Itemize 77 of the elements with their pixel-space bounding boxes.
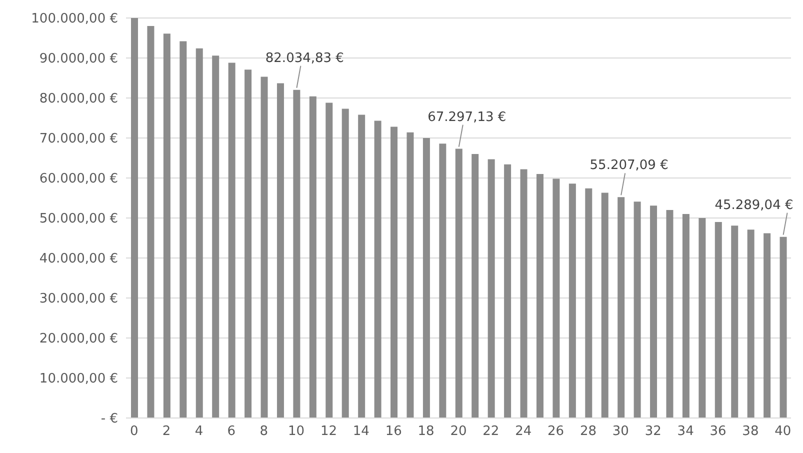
bar	[585, 188, 592, 418]
x-tick-label: 26	[548, 424, 564, 440]
bar	[731, 226, 738, 418]
bar	[666, 210, 674, 418]
y-tick-label: 50.000,00 €	[39, 212, 118, 227]
x-tick-label: 22	[482, 424, 500, 440]
y-tick-label: 10.000,00 €	[39, 372, 118, 387]
bar	[212, 56, 220, 418]
data-label: 82.034,83 €	[265, 50, 344, 66]
y-tick-label: 60.000,00 €	[39, 172, 118, 187]
y-tick-label: - €	[100, 412, 118, 427]
bar	[406, 132, 414, 418]
y-tick-label: 70.000,00 €	[39, 132, 118, 147]
bar	[682, 214, 690, 418]
x-tick-label: 6	[227, 424, 236, 440]
y-tick-label: 20.000,00 €	[39, 332, 118, 347]
bar	[342, 108, 349, 418]
x-tick-label: 32	[644, 424, 662, 440]
data-label: 45.289,04 €	[714, 198, 794, 213]
bar	[650, 206, 658, 418]
x-tick-label: 16	[385, 424, 402, 440]
bar	[293, 90, 300, 418]
bar	[374, 120, 382, 418]
x-tick-label: 36	[710, 424, 726, 440]
y-tick-label: 30.000,00 €	[39, 292, 118, 307]
x-tick-label: 14	[352, 424, 370, 440]
y-tick-label: 90.000,00 €	[39, 52, 118, 67]
bar	[390, 126, 398, 418]
bar	[568, 184, 576, 418]
x-tick-label: 38	[742, 424, 759, 440]
bar	[764, 233, 771, 418]
bar	[714, 222, 722, 418]
bar	[260, 76, 268, 418]
x-tick-label: 10	[288, 424, 305, 440]
bar	[747, 230, 754, 418]
bar	[131, 18, 138, 418]
x-tick-label: 8	[260, 424, 268, 440]
bar	[228, 62, 236, 418]
x-tick-label: 2	[162, 424, 171, 440]
bar	[780, 236, 787, 418]
y-tick-label: 100.000,00 €	[31, 12, 118, 27]
x-tick-label: 0	[130, 424, 138, 440]
bar	[147, 26, 154, 418]
data-label: 67.297,13 €	[428, 110, 506, 125]
bar	[618, 197, 625, 418]
x-tick-label: 12	[320, 424, 338, 440]
bar	[552, 178, 560, 418]
x-tick-label: 20	[450, 424, 467, 440]
bar	[455, 148, 462, 418]
y-tick-label: 40.000,00 €	[39, 252, 118, 267]
bar	[358, 114, 366, 418]
bar	[472, 154, 479, 418]
x-tick-label: 30	[612, 424, 629, 440]
bar	[326, 102, 333, 418]
x-tick-label: 4	[194, 424, 204, 440]
bar	[439, 144, 446, 418]
bar	[601, 192, 608, 418]
bar	[634, 202, 641, 418]
bar	[309, 96, 316, 418]
bar	[488, 159, 495, 418]
x-tick-label: 18	[418, 424, 434, 440]
data-label: 55.207,09 €	[590, 158, 668, 174]
bar	[163, 34, 170, 418]
bar	[698, 218, 706, 418]
y-tick-label: 80.000,00 €	[39, 92, 118, 107]
bar	[196, 48, 203, 418]
x-tick-label: 28	[580, 424, 597, 440]
x-tick-label: 40	[774, 424, 792, 440]
bar	[276, 83, 284, 418]
x-tick-label: 24	[515, 424, 532, 440]
bar	[504, 164, 512, 418]
x-tick-label: 34	[677, 424, 694, 440]
bar	[536, 174, 544, 418]
bar	[244, 70, 252, 418]
bar	[422, 138, 430, 418]
bar	[180, 41, 187, 418]
bar	[520, 169, 528, 418]
